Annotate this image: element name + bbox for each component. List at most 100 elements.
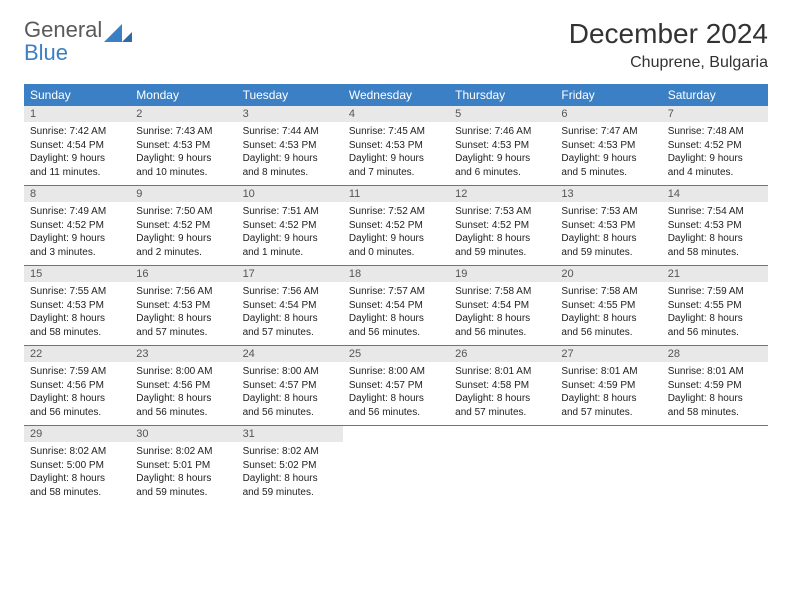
day-body: Sunrise: 7:53 AMSunset: 4:53 PMDaylight:…	[555, 202, 661, 265]
day-number: 4	[343, 106, 449, 122]
sunset-text: Sunset: 4:52 PM	[136, 219, 230, 233]
sunrise-text: Sunrise: 7:50 AM	[136, 205, 230, 219]
title-block: December 2024 Chuprene, Bulgaria	[569, 18, 768, 72]
sunrise-text: Sunrise: 7:42 AM	[30, 125, 124, 139]
day-cell: 30Sunrise: 8:02 AMSunset: 5:01 PMDayligh…	[130, 426, 236, 505]
day-body: Sunrise: 7:59 AMSunset: 4:55 PMDaylight:…	[662, 282, 768, 345]
day-body: Sunrise: 8:00 AMSunset: 4:57 PMDaylight:…	[343, 362, 449, 425]
day-body: Sunrise: 7:46 AMSunset: 4:53 PMDaylight:…	[449, 122, 555, 185]
sunrise-text: Sunrise: 7:53 AM	[561, 205, 655, 219]
day-number: 24	[237, 346, 343, 362]
day-cell: 17Sunrise: 7:56 AMSunset: 4:54 PMDayligh…	[237, 266, 343, 345]
day-body: Sunrise: 8:02 AMSunset: 5:00 PMDaylight:…	[24, 442, 130, 505]
location-label: Chuprene, Bulgaria	[569, 54, 768, 72]
day-cell: 23Sunrise: 8:00 AMSunset: 4:56 PMDayligh…	[130, 346, 236, 425]
day-body: Sunrise: 7:58 AMSunset: 4:55 PMDaylight:…	[555, 282, 661, 345]
daylight-text: Daylight: 8 hours and 56 minutes.	[30, 392, 124, 419]
day-number: 18	[343, 266, 449, 282]
sunset-text: Sunset: 4:52 PM	[30, 219, 124, 233]
sunset-text: Sunset: 4:57 PM	[243, 379, 337, 393]
day-body: Sunrise: 7:54 AMSunset: 4:53 PMDaylight:…	[662, 202, 768, 265]
day-body: Sunrise: 7:59 AMSunset: 4:56 PMDaylight:…	[24, 362, 130, 425]
brand-triangle-icon	[104, 24, 132, 42]
sunrise-text: Sunrise: 8:02 AM	[136, 445, 230, 459]
sunrise-text: Sunrise: 7:44 AM	[243, 125, 337, 139]
dow-header: Saturday	[662, 84, 768, 106]
sunrise-text: Sunrise: 8:00 AM	[349, 365, 443, 379]
sunrise-text: Sunrise: 7:54 AM	[668, 205, 762, 219]
dow-header: Sunday	[24, 84, 130, 106]
daylight-text: Daylight: 9 hours and 5 minutes.	[561, 152, 655, 179]
day-number	[449, 426, 555, 442]
sunset-text: Sunset: 4:55 PM	[668, 299, 762, 313]
sunset-text: Sunset: 4:59 PM	[561, 379, 655, 393]
week-row: 8Sunrise: 7:49 AMSunset: 4:52 PMDaylight…	[24, 186, 768, 266]
day-cell: 8Sunrise: 7:49 AMSunset: 4:52 PMDaylight…	[24, 186, 130, 265]
dow-header: Tuesday	[237, 84, 343, 106]
day-number: 9	[130, 186, 236, 202]
day-number: 16	[130, 266, 236, 282]
dow-header: Friday	[555, 84, 661, 106]
day-body: Sunrise: 7:53 AMSunset: 4:52 PMDaylight:…	[449, 202, 555, 265]
daylight-text: Daylight: 9 hours and 10 minutes.	[136, 152, 230, 179]
sunrise-text: Sunrise: 8:01 AM	[455, 365, 549, 379]
day-cell: 18Sunrise: 7:57 AMSunset: 4:54 PMDayligh…	[343, 266, 449, 345]
day-body: Sunrise: 8:01 AMSunset: 4:59 PMDaylight:…	[662, 362, 768, 425]
day-body: Sunrise: 7:52 AMSunset: 4:52 PMDaylight:…	[343, 202, 449, 265]
day-number: 27	[555, 346, 661, 362]
week-row: 15Sunrise: 7:55 AMSunset: 4:53 PMDayligh…	[24, 266, 768, 346]
day-cell	[449, 426, 555, 505]
sunset-text: Sunset: 4:53 PM	[30, 299, 124, 313]
month-title: December 2024	[569, 18, 768, 50]
day-number: 31	[237, 426, 343, 442]
day-cell: 21Sunrise: 7:59 AMSunset: 4:55 PMDayligh…	[662, 266, 768, 345]
sunrise-text: Sunrise: 7:52 AM	[349, 205, 443, 219]
daylight-text: Daylight: 8 hours and 59 minutes.	[561, 232, 655, 259]
day-number: 12	[449, 186, 555, 202]
day-number: 23	[130, 346, 236, 362]
daylight-text: Daylight: 8 hours and 56 minutes.	[136, 392, 230, 419]
daylight-text: Daylight: 9 hours and 2 minutes.	[136, 232, 230, 259]
day-body: Sunrise: 8:02 AMSunset: 5:01 PMDaylight:…	[130, 442, 236, 505]
brand-logo: General Blue	[24, 18, 132, 64]
sunrise-text: Sunrise: 8:01 AM	[668, 365, 762, 379]
week-row: 1Sunrise: 7:42 AMSunset: 4:54 PMDaylight…	[24, 106, 768, 186]
sunset-text: Sunset: 4:53 PM	[136, 139, 230, 153]
daylight-text: Daylight: 8 hours and 56 minutes.	[455, 312, 549, 339]
daylight-text: Daylight: 8 hours and 56 minutes.	[668, 312, 762, 339]
page-header: General Blue December 2024 Chuprene, Bul…	[24, 18, 768, 72]
sunrise-text: Sunrise: 7:46 AM	[455, 125, 549, 139]
day-cell: 6Sunrise: 7:47 AMSunset: 4:53 PMDaylight…	[555, 106, 661, 185]
day-cell: 27Sunrise: 8:01 AMSunset: 4:59 PMDayligh…	[555, 346, 661, 425]
day-number: 2	[130, 106, 236, 122]
sunrise-text: Sunrise: 7:57 AM	[349, 285, 443, 299]
sunset-text: Sunset: 4:52 PM	[243, 219, 337, 233]
day-body: Sunrise: 7:48 AMSunset: 4:52 PMDaylight:…	[662, 122, 768, 185]
daylight-text: Daylight: 8 hours and 56 minutes.	[561, 312, 655, 339]
sunrise-text: Sunrise: 7:56 AM	[243, 285, 337, 299]
daylight-text: Daylight: 8 hours and 58 minutes.	[30, 472, 124, 499]
day-number: 3	[237, 106, 343, 122]
day-number: 29	[24, 426, 130, 442]
sunset-text: Sunset: 4:53 PM	[561, 219, 655, 233]
sunset-text: Sunset: 5:00 PM	[30, 459, 124, 473]
day-number: 14	[662, 186, 768, 202]
sunrise-text: Sunrise: 7:58 AM	[455, 285, 549, 299]
sunrise-text: Sunrise: 8:00 AM	[136, 365, 230, 379]
calendar-grid: SundayMondayTuesdayWednesdayThursdayFrid…	[24, 84, 768, 505]
sunset-text: Sunset: 4:52 PM	[349, 219, 443, 233]
day-number: 15	[24, 266, 130, 282]
day-number: 7	[662, 106, 768, 122]
daylight-text: Daylight: 8 hours and 58 minutes.	[668, 392, 762, 419]
daylight-text: Daylight: 8 hours and 57 minutes.	[561, 392, 655, 419]
day-number: 13	[555, 186, 661, 202]
day-number: 8	[24, 186, 130, 202]
daylight-text: Daylight: 8 hours and 59 minutes.	[136, 472, 230, 499]
day-cell: 1Sunrise: 7:42 AMSunset: 4:54 PMDaylight…	[24, 106, 130, 185]
day-cell: 22Sunrise: 7:59 AMSunset: 4:56 PMDayligh…	[24, 346, 130, 425]
day-cell: 9 Sunrise: 7:50 AMSunset: 4:52 PMDaylight…	[130, 186, 236, 265]
brand-line1: General	[24, 17, 102, 42]
sunset-text: Sunset: 4:53 PM	[561, 139, 655, 153]
day-number: 28	[662, 346, 768, 362]
week-row: 22Sunrise: 7:59 AMSunset: 4:56 PMDayligh…	[24, 346, 768, 426]
